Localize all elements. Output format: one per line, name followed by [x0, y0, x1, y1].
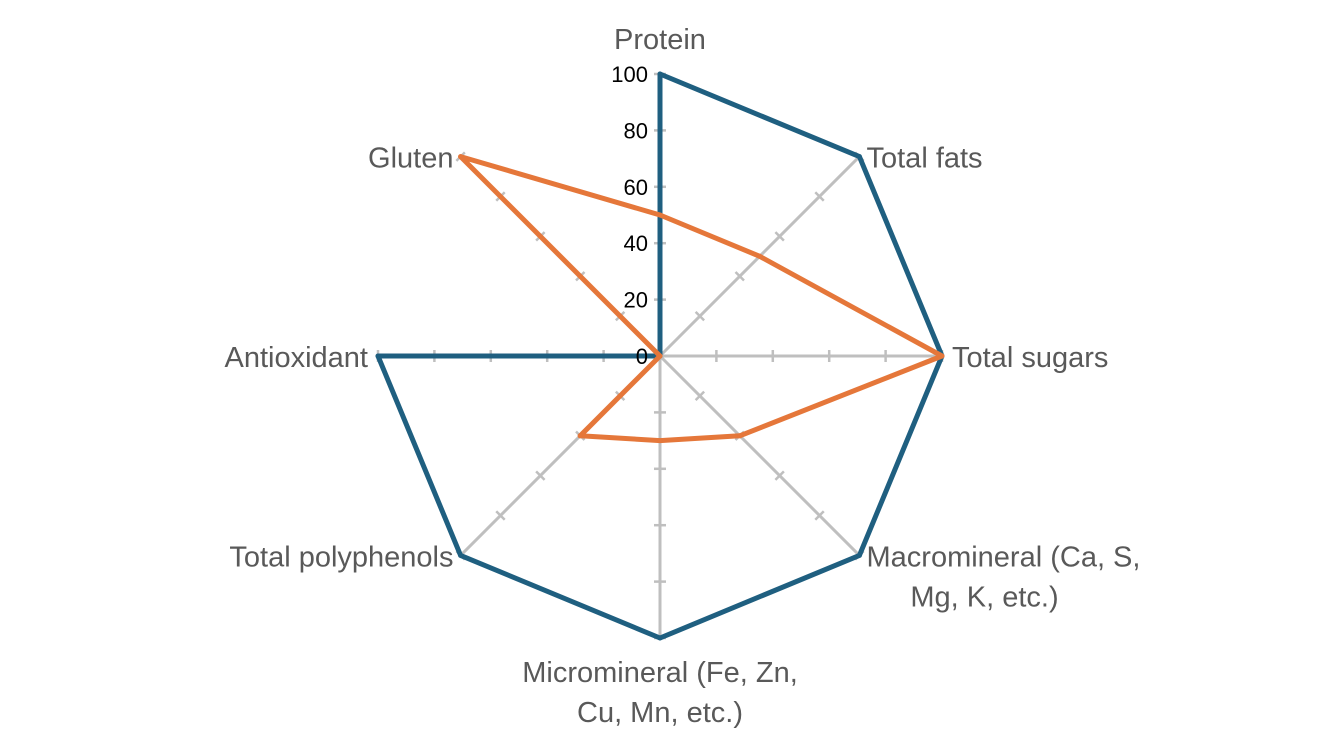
category-label-line: Macromineral (Ca, S, [867, 541, 1141, 573]
category-label-line: Total polyphenols [229, 541, 453, 573]
category-label-line: Antioxidant [225, 342, 369, 374]
category-label-4: Micromineral (Fe, Zn, Cu, Mn, etc.) [522, 657, 798, 729]
category-label-line: Protein [614, 24, 706, 56]
tick-mark-3-3 [774, 470, 785, 481]
tick-mark-3-4 [814, 510, 825, 521]
category-label-5: Total polyphenols [229, 541, 453, 573]
series-0-point-1 [856, 154, 862, 160]
series-1-point-0 [657, 212, 663, 218]
series-1-point-5 [577, 433, 583, 439]
series-1-point-1 [757, 253, 763, 259]
tick-label-40: 40 [624, 231, 648, 256]
series-0-point-6 [375, 353, 381, 359]
tick-mark-1-1 [694, 310, 706, 322]
category-label-line: Gluten [368, 143, 453, 175]
tick-mark-1-3 [774, 231, 785, 242]
tick-label-80: 80 [624, 118, 648, 143]
series-0-point-0 [657, 71, 663, 77]
tick-mark-5-3 [535, 470, 546, 481]
tick-label-100: 100 [611, 62, 648, 87]
tick-mark-5-4 [495, 510, 506, 521]
series-1-point-7 [458, 154, 464, 160]
tick-mark-1-4 [814, 191, 825, 202]
series-1-point-6 [657, 353, 663, 359]
series-1-point-2 [939, 353, 945, 359]
series-0-point-3 [856, 552, 862, 558]
category-label-0: Protein [614, 24, 706, 56]
series-0-point-5 [458, 552, 464, 558]
tick-mark-3-1 [694, 390, 706, 402]
category-label-line: Cu, Mn, etc.) [577, 697, 743, 729]
spoke-3 [658, 354, 861, 557]
category-label-6: Antioxidant [225, 342, 369, 374]
series-0-point-4 [657, 635, 663, 641]
radar-category-labels: Protein Total fats Total sugars Macrominera… [225, 24, 1141, 729]
category-label-1: Total fats [867, 143, 983, 175]
tick-label-0: 0 [636, 344, 648, 369]
category-label-line: Total fats [867, 143, 983, 175]
category-label-line: Mg, K, etc.) [910, 581, 1058, 613]
category-label-3: Macromineral (Ca, S, Mg, K, etc.) [867, 541, 1141, 613]
series-1-point-3 [737, 433, 743, 439]
category-label-2: Total sugars [952, 342, 1108, 374]
category-label-line: Micromineral (Fe, Zn, [522, 657, 798, 689]
category-label-line: Total sugars [952, 342, 1108, 374]
series-1-point-4 [657, 438, 663, 444]
tick-mark-1-2 [734, 271, 745, 282]
category-label-7: Gluten [368, 143, 453, 175]
tick-label-60: 60 [624, 175, 648, 200]
radar-tick-labels: 0 20 40 60 80 100 [611, 62, 648, 369]
radar-series [375, 71, 945, 641]
tick-label-20: 20 [624, 288, 648, 313]
